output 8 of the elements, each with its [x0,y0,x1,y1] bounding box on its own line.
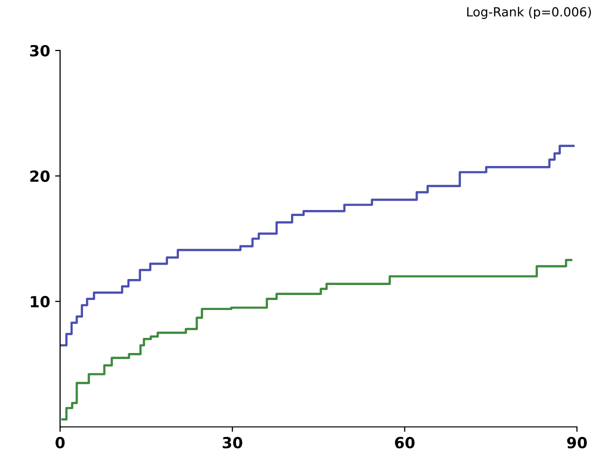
x-tick-label: 30 [222,436,242,448]
x-tick-label: 0 [56,436,65,448]
text: Log-Rank (p=0.006) [467,6,591,19]
x-tick-label: 60 [394,436,415,448]
x-tick-label: 90 [567,436,587,448]
y-tick-label: 10 [30,296,50,308]
y-tick-label: 30 [30,44,50,57]
y-tick-label: 20 [30,170,50,182]
